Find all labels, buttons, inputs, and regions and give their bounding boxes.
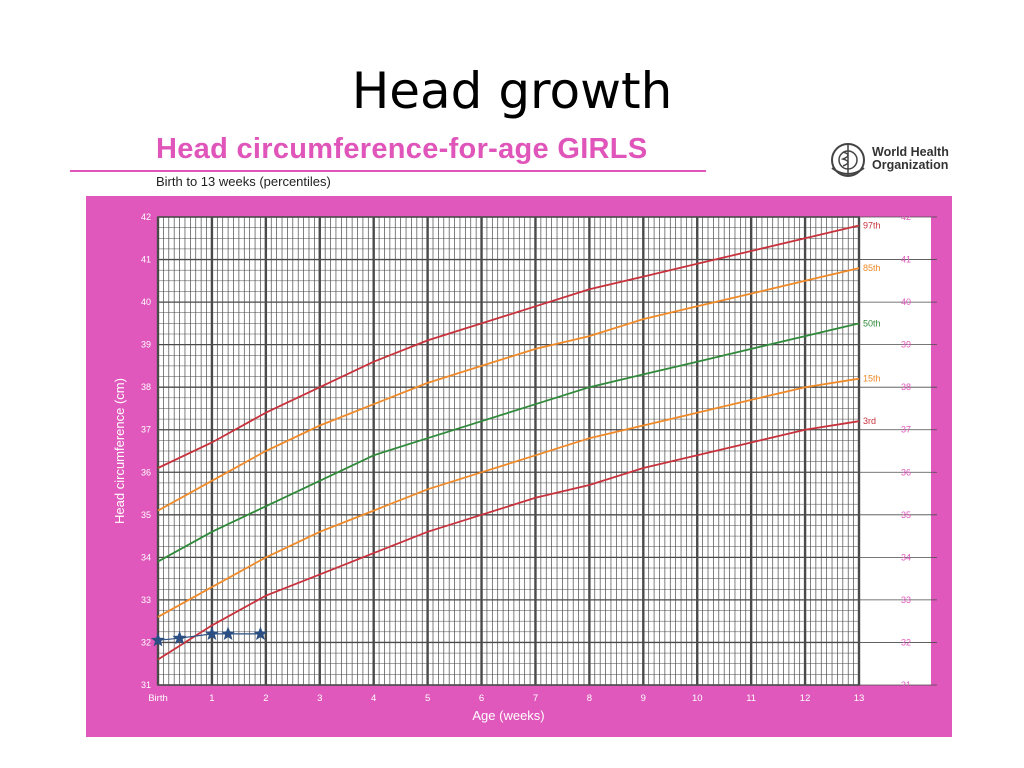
series-3rd-line	[157, 420, 860, 661]
y-tick-label: 41	[141, 255, 151, 265]
x-tick-label: 6	[479, 693, 484, 704]
right-axis-strip	[891, 217, 931, 685]
who-name-line2: Organization	[872, 158, 949, 172]
y-tick-label-right: 39	[901, 340, 911, 350]
y-tick-label: 42	[141, 212, 151, 222]
series-97th-label: 97th	[863, 221, 881, 231]
x-tick-label: 5	[425, 693, 430, 704]
y-tick-label-right: 41	[901, 255, 911, 265]
y-tick-label: 32	[141, 637, 151, 647]
x-tick-label: 2	[263, 693, 268, 704]
who-name-line1: World Health	[872, 145, 949, 159]
y-tick-label-right: 36	[901, 467, 911, 477]
patient-star-marker	[253, 626, 268, 640]
x-tick-label: 4	[371, 693, 376, 704]
y-tick-label: 34	[141, 552, 151, 562]
series-85th-label: 85th	[863, 263, 881, 273]
patient-star-marker	[172, 630, 187, 645]
series-50th-label: 50th	[863, 318, 881, 328]
x-tick-label: 10	[692, 693, 703, 704]
y-tick-label: 31	[141, 680, 151, 690]
patient-star-marker	[204, 626, 220, 640]
series-15th-label: 15th	[863, 374, 881, 384]
y-tick-label: 38	[141, 382, 151, 392]
y-tick-label-right: 35	[901, 510, 911, 520]
label-strip	[859, 217, 891, 685]
series-50th-line	[157, 322, 860, 563]
y-tick-label: 40	[141, 297, 151, 307]
y-tick-label: 36	[141, 467, 151, 477]
chart-title: Head circumference-for-age GIRLS	[156, 133, 648, 165]
patient-star-marker	[221, 626, 236, 640]
y-tick-label: 39	[141, 340, 151, 350]
x-tick-label: Birth	[148, 693, 168, 704]
x-tick-label: 8	[587, 693, 592, 704]
series-15th-line	[157, 377, 860, 618]
series-97th-line	[157, 224, 860, 469]
x-tick-label: 13	[854, 693, 865, 704]
y-tick-label-right: 32	[901, 637, 911, 647]
y-tick-label-right: 33	[901, 595, 911, 605]
y-tick-label: 33	[141, 595, 151, 605]
chart-subtitle: Birth to 13 weeks (percentiles)	[156, 174, 331, 189]
patient-star-marker	[150, 632, 166, 647]
series-3rd-label: 3rd	[863, 416, 876, 426]
y-axis-title: Head circumference (cm)	[112, 378, 127, 524]
y-tick-label-right: 37	[901, 425, 911, 435]
x-axis-title: Age (weeks)	[472, 708, 544, 723]
x-tick-label: 12	[800, 693, 811, 704]
y-tick-label-right: 42	[901, 212, 911, 222]
x-tick-label: 9	[641, 693, 646, 704]
x-tick-label: 11	[746, 693, 756, 704]
who-logo	[831, 143, 865, 177]
y-tick-label-right: 38	[901, 382, 911, 392]
y-tick-label-right: 40	[901, 297, 911, 307]
y-tick-label: 37	[141, 425, 151, 435]
slide-title: Head growth	[351, 62, 673, 120]
who-name: World Health Organization	[872, 146, 949, 172]
who-emblem-icon	[831, 143, 865, 177]
x-tick-label: 1	[209, 693, 214, 704]
y-tick-label-right: 34	[901, 552, 911, 562]
x-tick-label: 3	[317, 693, 322, 704]
plot-border	[157, 216, 860, 686]
title-rule	[70, 170, 706, 172]
x-tick-label: 7	[533, 693, 538, 704]
y-tick-label: 35	[141, 510, 151, 520]
y-tick-label-right: 31	[901, 680, 911, 690]
series-85th-line	[157, 267, 860, 512]
